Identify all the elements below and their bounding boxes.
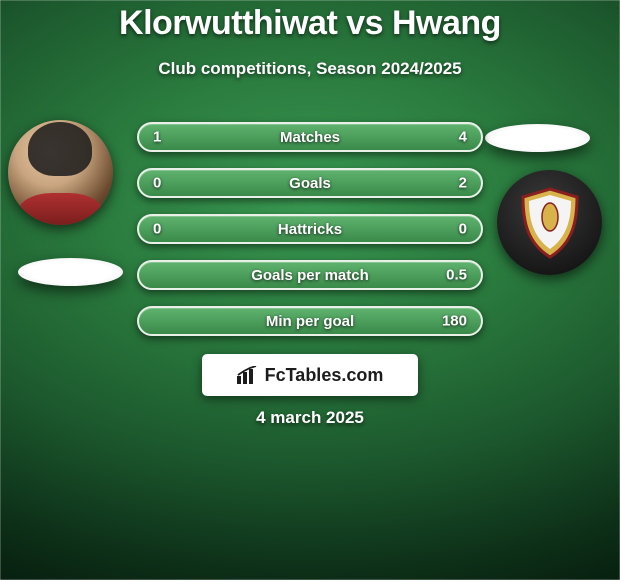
stats-list: 1 Matches 4 0 Goals 2 0 Hattricks 0 Goal…	[137, 122, 483, 352]
stat-right-value: 4	[459, 129, 467, 146]
stat-row-hattricks: 0 Hattricks 0	[137, 214, 483, 244]
stat-right-value: 0	[459, 221, 467, 238]
page-subtitle: Club competitions, Season 2024/2025	[0, 59, 620, 79]
stat-row-goals: 0 Goals 2	[137, 168, 483, 198]
stat-label: Matches	[280, 129, 340, 146]
page-title: Klorwutthiwat vs Hwang	[0, 0, 620, 43]
player-right-logo-placeholder-icon	[485, 124, 590, 152]
player-right-crest-icon	[497, 170, 602, 275]
stat-label: Hattricks	[278, 221, 342, 238]
player-left-logo-placeholder-icon	[18, 258, 123, 286]
comparison-card: Klorwutthiwat vs Hwang Club competitions…	[0, 0, 620, 580]
stat-label: Goals per match	[251, 267, 369, 284]
stat-left-value: 0	[153, 221, 161, 238]
stat-label: Goals	[289, 175, 331, 192]
shield-icon	[519, 187, 581, 259]
branding-text: FcTables.com	[265, 365, 384, 386]
stat-right-value: 180	[442, 313, 467, 330]
stat-row-matches: 1 Matches 4	[137, 122, 483, 152]
stat-row-min-per-goal: Min per goal 180	[137, 306, 483, 336]
stat-left-value: 1	[153, 129, 161, 146]
player-left-photo-icon	[8, 120, 113, 225]
stat-left-value: 0	[153, 175, 161, 192]
stat-label: Min per goal	[266, 313, 354, 330]
stat-row-goals-per-match: Goals per match 0.5	[137, 260, 483, 290]
bar-chart-icon	[237, 366, 259, 384]
branding-bar: FcTables.com	[202, 354, 418, 396]
stat-right-value: 0.5	[446, 267, 467, 284]
date-label: 4 march 2025	[0, 408, 620, 428]
stat-right-value: 2	[459, 175, 467, 192]
